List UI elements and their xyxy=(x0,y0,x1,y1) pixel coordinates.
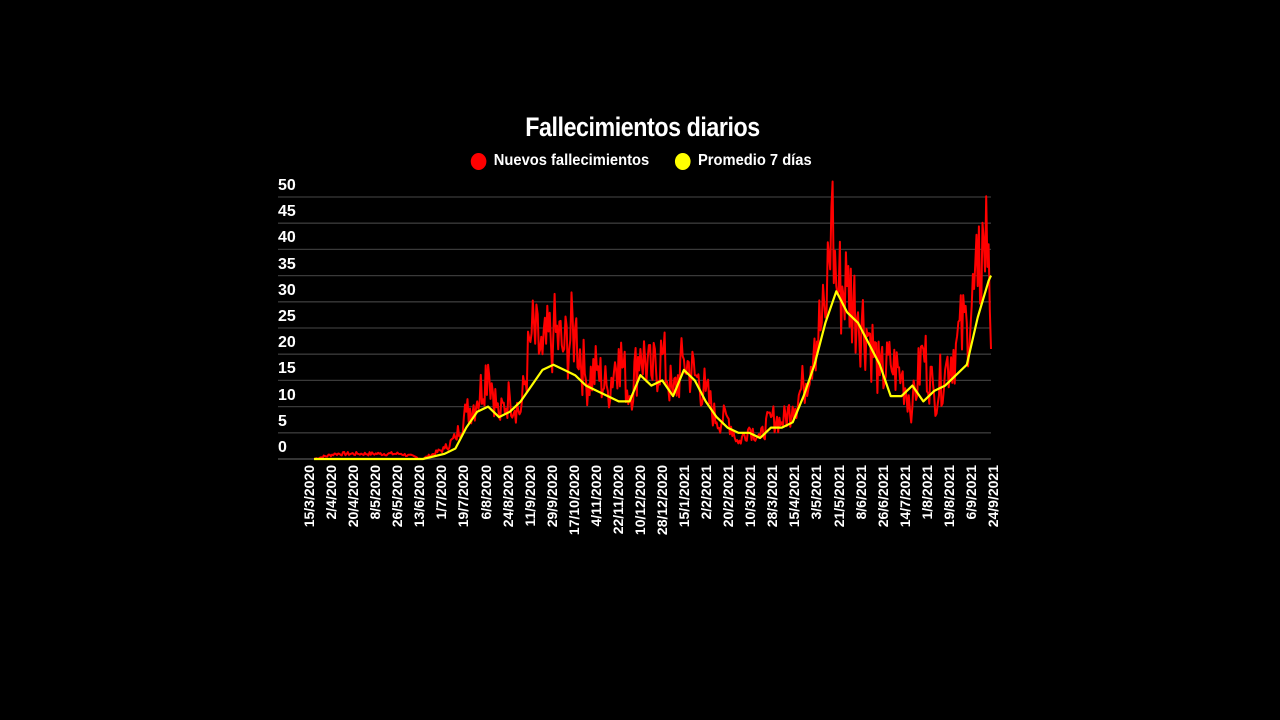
seven-day-average-line xyxy=(314,275,992,461)
y-tick-label: 25 xyxy=(278,308,296,325)
red-dot-icon xyxy=(470,152,487,170)
chart-legend: Nuevos fallecimientos Promedio 7 días xyxy=(0,152,1280,170)
y-tick-label: 50 xyxy=(278,177,296,194)
y-tick-label: 20 xyxy=(278,334,296,352)
legend-label-daily: Nuevos fallecimientos xyxy=(493,152,649,169)
y-tick-label: 10 xyxy=(278,386,296,404)
y-tick-label: 0 xyxy=(278,439,287,456)
gridlines xyxy=(278,196,991,460)
legend-label-average: Promedio 7 días xyxy=(697,152,812,169)
legend-item-daily: Nuevos fallecimientos xyxy=(470,152,649,170)
y-tick-label: 45 xyxy=(278,203,296,221)
y-tick-label: 35 xyxy=(278,255,296,273)
y-tick-label: 15 xyxy=(278,360,296,378)
yellow-dot-icon xyxy=(674,152,691,170)
chart-title: Fallecimientos diarios xyxy=(525,112,760,142)
y-tick-label: 5 xyxy=(278,412,287,430)
legend-item-average: Promedio 7 días xyxy=(674,152,812,170)
daily-deaths-line xyxy=(313,180,992,460)
y-tick-label: 40 xyxy=(278,229,296,247)
y-tick-label: 30 xyxy=(278,281,296,299)
